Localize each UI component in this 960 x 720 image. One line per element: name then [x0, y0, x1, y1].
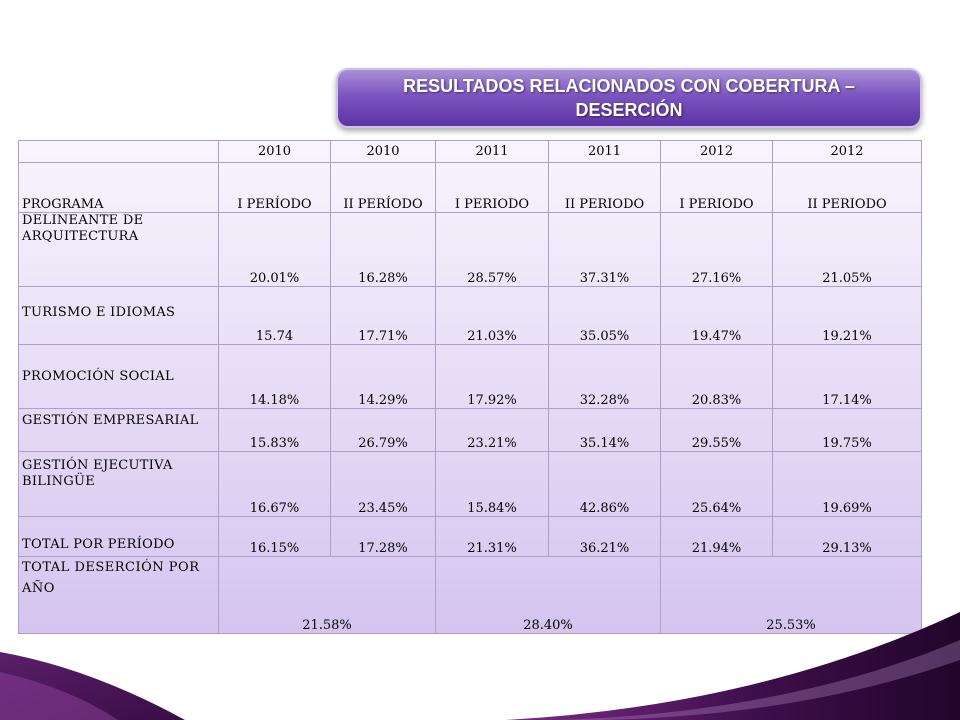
value-cell: 26.79% — [330, 408, 436, 452]
header-programa: PROGRAMA — [18, 162, 219, 213]
value-cell: 20.01% — [218, 212, 331, 287]
year-cell: 2010 — [330, 140, 436, 163]
table-row: GESTIÓN EMPRESARIAL 15.83% 26.79% 23.21%… — [18, 408, 922, 452]
value-cell: 23.45% — [330, 451, 436, 517]
total-year-value: 25.53% — [660, 556, 922, 634]
table-row: GESTIÓN EJECUTIVA BILINGÜE 16.67% 23.45%… — [18, 451, 922, 517]
table-row: TOTAL POR PERÍODO 16.15% 17.28% 21.31% 3… — [18, 516, 922, 557]
value-cell: 36.21% — [548, 516, 661, 557]
value-cell: 17.28% — [330, 516, 436, 557]
year-cell: 2012 — [772, 140, 922, 163]
table-row: PROMOCIÓN SOCIAL 14.18% 14.29% 17.92% 32… — [18, 344, 922, 409]
year-cell: 2010 — [218, 140, 331, 163]
year-cell: 2011 — [435, 140, 549, 163]
value-cell: 37.31% — [548, 212, 661, 287]
value-cell: 15.83% — [218, 408, 331, 452]
slide-title: RESULTADOS RELACIONADOS CON COBERTURA – … — [403, 76, 855, 120]
program-name: DELINEANTE DE ARQUITECTURA — [18, 212, 219, 287]
header-period: I PERÍODO — [218, 162, 331, 213]
value-cell: 17.92% — [435, 344, 549, 409]
value-cell: 16.28% — [330, 212, 436, 287]
total-year-value: 21.58% — [218, 556, 436, 634]
value-cell: 19.69% — [772, 451, 922, 517]
header-row: PROGRAMA I PERÍODO II PERÍODO I PERIODO … — [18, 162, 922, 213]
value-cell: 29.55% — [660, 408, 773, 452]
value-cell: 35.14% — [548, 408, 661, 452]
value-cell: 16.67% — [218, 451, 331, 517]
value-cell: 42.86% — [548, 451, 661, 517]
value-cell: 35.05% — [548, 286, 661, 345]
value-cell: 16.15% — [218, 516, 331, 557]
program-name: GESTIÓN EJECUTIVA BILINGÜE — [18, 451, 219, 517]
value-cell: 21.05% — [772, 212, 922, 287]
title-banner: RESULTADOS RELACIONADOS CON COBERTURA – … — [336, 68, 922, 128]
value-cell: 14.18% — [218, 344, 331, 409]
value-cell: 17.14% — [772, 344, 922, 409]
year-corner-cell — [18, 140, 219, 163]
program-name: TOTAL POR PERÍODO — [18, 516, 219, 557]
value-cell: 27.16% — [660, 212, 773, 287]
year-cell: 2012 — [660, 140, 773, 163]
total-year-value: 28.40% — [435, 556, 661, 634]
value-cell: 28.57% — [435, 212, 549, 287]
value-cell: 19.75% — [772, 408, 922, 452]
value-cell: 17.71% — [330, 286, 436, 345]
value-cell: 29.13% — [772, 516, 922, 557]
value-cell: 21.94% — [660, 516, 773, 557]
value-cell: 21.31% — [435, 516, 549, 557]
table-row: DELINEANTE DE ARQUITECTURA 20.01% 16.28%… — [18, 212, 922, 287]
value-cell: 32.28% — [548, 344, 661, 409]
header-period: I PERIODO — [660, 162, 773, 213]
value-cell: 15.84% — [435, 451, 549, 517]
header-period: I PERIODO — [435, 162, 549, 213]
total-year-label: TOTAL DESERCIÓN POR AÑO — [18, 556, 219, 634]
header-period: II PERIODO — [548, 162, 661, 213]
year-cell: 2011 — [548, 140, 661, 163]
value-cell: 21.03% — [435, 286, 549, 345]
year-row: 2010 2010 2011 2011 2012 2012 — [18, 140, 922, 163]
program-name: TURISMO E IDIOMAS — [18, 286, 219, 345]
header-period: II PERÍODO — [330, 162, 436, 213]
table-row: TURISMO E IDIOMAS 15.74 17.71% 21.03% 35… — [18, 286, 922, 345]
desercion-table: 2010 2010 2011 2011 2012 2012 PROGRAMA I… — [18, 140, 922, 634]
program-name: PROMOCIÓN SOCIAL — [18, 344, 219, 409]
value-cell: 14.29% — [330, 344, 436, 409]
value-cell: 19.47% — [660, 286, 773, 345]
value-cell: 25.64% — [660, 451, 773, 517]
value-cell: 19.21% — [772, 286, 922, 345]
header-period: II PERIODO — [772, 162, 922, 213]
value-cell: 20.83% — [660, 344, 773, 409]
total-year-row: TOTAL DESERCIÓN POR AÑO 21.58% 28.40% 25… — [18, 556, 922, 634]
program-name: GESTIÓN EMPRESARIAL — [18, 408, 219, 452]
value-cell: 15.74 — [218, 286, 331, 345]
value-cell: 23.21% — [435, 408, 549, 452]
